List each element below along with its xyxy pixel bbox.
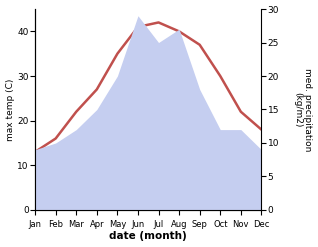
Y-axis label: med. precipitation
(kg/m2): med. precipitation (kg/m2) [293, 68, 313, 151]
X-axis label: date (month): date (month) [109, 231, 187, 242]
Y-axis label: max temp (C): max temp (C) [5, 78, 15, 141]
